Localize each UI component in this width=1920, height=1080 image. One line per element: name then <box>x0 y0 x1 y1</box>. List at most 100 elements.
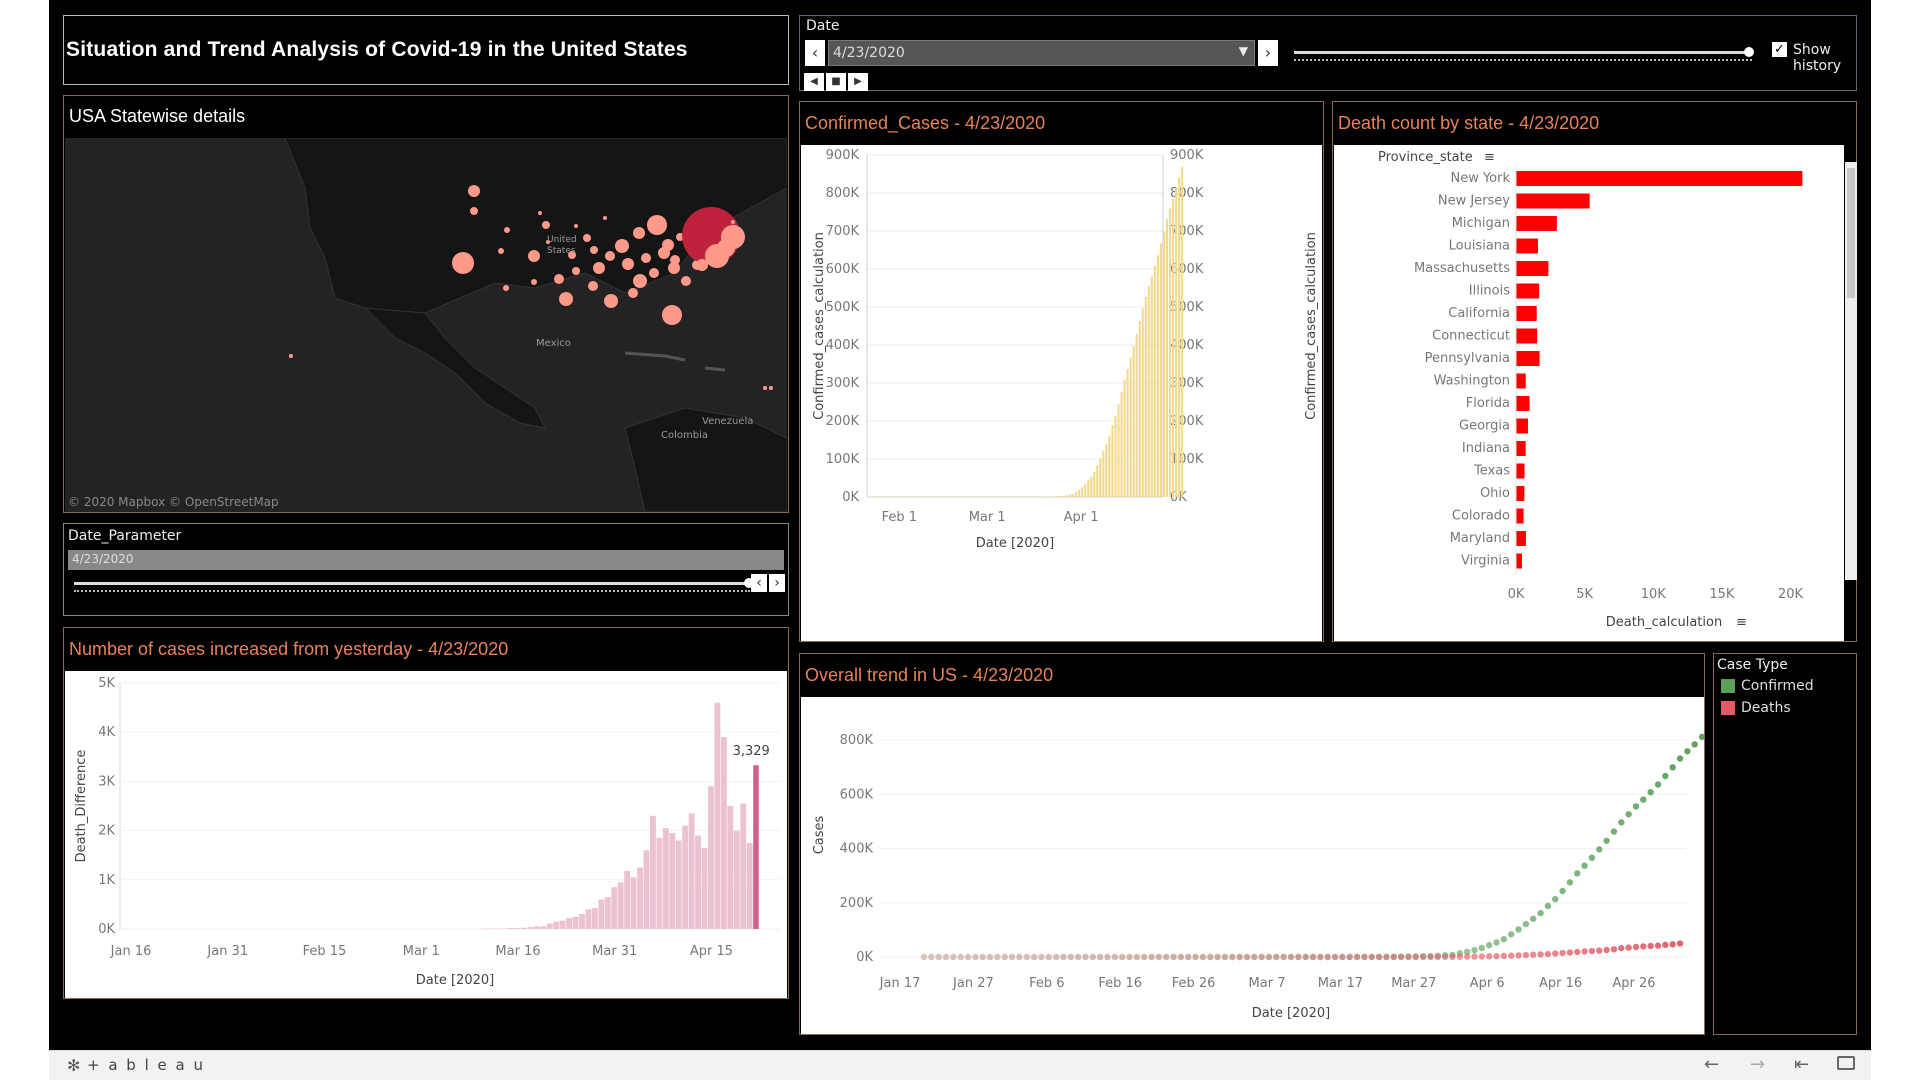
confirmed-bar <box>1056 496 1059 497</box>
increase-chart-svg[interactable]: 5K 4K 3K 2K 1K 0K 3,329 Jan 16 Jan 31 Feb 15 Mar 1… <box>65 671 787 998</box>
confirmed-point <box>1522 920 1530 928</box>
confirmed-bar <box>917 496 920 498</box>
confirmed-point <box>1008 953 1016 961</box>
us-map[interactable] <box>65 138 787 512</box>
increase-bar <box>688 813 695 929</box>
redo-icon[interactable]: → <box>1750 1054 1766 1075</box>
confirmed-point <box>1346 953 1353 961</box>
state-bubble <box>559 292 573 306</box>
x-tick-label: 5K <box>1576 587 1593 602</box>
deaths-point <box>1397 953 1405 961</box>
confirmed-bar <box>1178 177 1181 497</box>
fullscreen-icon[interactable] <box>1837 1056 1855 1070</box>
death-bar <box>1516 508 1524 524</box>
date-parameter-slider[interactable] <box>74 578 754 592</box>
date-parameter-handle[interactable] <box>744 578 754 588</box>
dashboard-title: Situation and Trend Analysis of Covid-19… <box>66 38 688 61</box>
increase-bar <box>533 926 540 929</box>
deaths-point <box>920 953 928 961</box>
confirmed-point <box>1610 828 1618 835</box>
x-tick-label: Apr 26 <box>1612 976 1655 991</box>
map-attribution[interactable]: © 2020 Mapbox © OpenStreetMap <box>68 495 279 509</box>
state-label: Georgia <box>1459 419 1510 434</box>
deaths-point <box>942 953 950 961</box>
date-dropdown[interactable]: 4/23/2020 ▼ <box>828 40 1255 66</box>
deaths-point <box>1074 953 1082 961</box>
deaths-point <box>1353 953 1361 961</box>
state-bubble <box>603 216 607 220</box>
increase-bar <box>527 927 534 929</box>
trend-chart-area[interactable]: 800K 600K 400K 200K 0K Jan 17 Jan 27 Feb 6 Feb 1… <box>801 697 1720 1034</box>
map-label-colombia: Colombia <box>661 430 708 441</box>
show-history-checkbox[interactable]: ✓ <box>1772 42 1787 57</box>
confirmed-bar <box>968 496 972 498</box>
y-tick-label: 200K <box>826 414 860 429</box>
confirmed-point <box>1052 953 1060 961</box>
playback-back-button[interactable]: ◀ <box>804 73 824 91</box>
confirmed-bar <box>1096 465 1099 497</box>
trend-chart-svg[interactable]: 800K 600K 400K 200K 0K Jan 17 Jan 27 Feb 6 Feb 1… <box>801 697 1720 1034</box>
confirmed-point <box>1185 953 1192 961</box>
deaths-point <box>1632 943 1640 951</box>
deaths-point <box>1412 953 1419 961</box>
increase-bar <box>733 830 740 929</box>
state-bubble <box>289 354 293 358</box>
map-area[interactable]: United States Mexico Venezuela Colombia … <box>65 138 787 512</box>
date-parameter-input[interactable]: 4/23/2020 <box>68 550 784 570</box>
confirmed-point <box>1089 953 1097 961</box>
map-panel: USA Statewise details <box>63 95 789 513</box>
y-tick-label: 700K <box>826 224 860 239</box>
confirmed-bar <box>926 496 929 498</box>
confirmed-bar <box>1084 484 1087 497</box>
date-slider[interactable] <box>1294 47 1754 61</box>
confirmed-point <box>1463 948 1471 956</box>
state-bubble <box>593 262 605 274</box>
confirmed-point <box>1229 953 1236 961</box>
show-history-label: Show history <box>1793 42 1842 74</box>
x-tick-label: Mar 31 <box>592 944 637 959</box>
deaths-point <box>1104 953 1111 961</box>
date-parameter-next-button[interactable]: › <box>769 574 785 592</box>
confirmed-point <box>935 953 942 961</box>
confirmed-bar <box>1099 458 1102 497</box>
confirmed-bar <box>1047 496 1050 498</box>
deaths-point <box>935 953 942 961</box>
x-tick-label: Feb 15 <box>303 944 347 959</box>
increase-chart-area[interactable]: 5K 4K 3K 2K 1K 0K 3,329 Jan 16 Jan 31 Feb 15 Mar 1… <box>65 671 787 998</box>
death-chart-svg[interactable]: Province_state ≡ New York New Jersey Michiga… <box>1334 145 1844 641</box>
confirmed-bar <box>950 496 953 498</box>
confirmed-bar <box>962 496 966 498</box>
deaths-point <box>1375 953 1383 961</box>
tableau-brand[interactable]: + a b l e a u <box>87 1056 205 1074</box>
death-bar <box>1516 418 1528 434</box>
confirmed-chart-title: Confirmed_Cases - 4/23/2020 <box>805 113 1046 133</box>
confirmed-bar <box>920 496 923 498</box>
trend-chart-panel: Overall trend in US - 4/23/2020 800K 600K… <box>799 653 1720 1035</box>
playback-stop-button[interactable]: ■ <box>826 73 846 91</box>
increase-bar <box>604 897 611 929</box>
confirmed-point <box>1192 953 1199 961</box>
confirmed-point <box>1654 781 1662 788</box>
death-chart-area[interactable]: Province_state ≡ New York New Jersey Michiga… <box>1334 145 1844 641</box>
date-parameter-prev-button[interactable]: ‹ <box>751 574 767 592</box>
date-prev-button[interactable]: ‹ <box>805 40 825 66</box>
confirmed-point <box>1023 953 1030 961</box>
confirmed-bar <box>878 496 881 498</box>
confirmed-point <box>1126 953 1133 961</box>
confirmed-bar <box>1144 296 1147 497</box>
deaths-point <box>1588 947 1596 955</box>
death-chart-scroll-thumb[interactable] <box>1847 168 1855 298</box>
playback-forward-button[interactable]: ▶ <box>848 73 868 91</box>
state-label: Maryland <box>1450 531 1510 546</box>
revert-icon[interactable]: ⇤ <box>1794 1054 1810 1075</box>
undo-icon[interactable]: ← <box>1704 1054 1720 1075</box>
confirmed-bar <box>872 496 875 498</box>
death-chart-scrollbar[interactable] <box>1845 162 1857 580</box>
confirmed-point <box>1309 953 1317 961</box>
date-next-button[interactable]: › <box>1258 40 1278 66</box>
date-slider-handle[interactable] <box>1744 47 1754 57</box>
deaths-point <box>1016 953 1023 961</box>
confirmed-chart-area[interactable]: 900K 900K 800K 800K 700K 700K 600K 600K 500K 500K… <box>801 145 1322 641</box>
confirmed-point <box>1155 953 1163 961</box>
